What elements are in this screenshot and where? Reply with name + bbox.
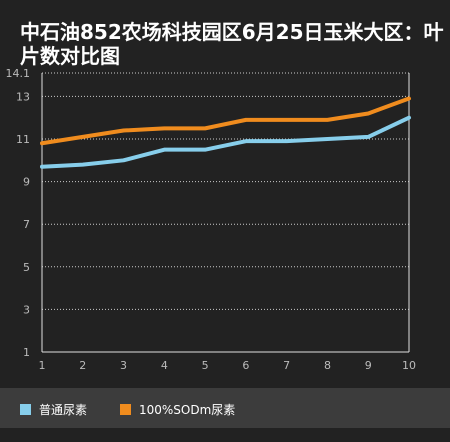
legend-item-series-2[interactable]: 100%SODm尿素 [120, 401, 235, 417]
y-tick-label-6: 13 [16, 90, 30, 103]
chart-title: 中石油852农场科技园区6月25日玉米大区：叶片数对比图 [20, 20, 444, 68]
x-tick-label-7: 8 [324, 359, 331, 372]
x-tick-label-5: 6 [242, 359, 249, 372]
y-tick-label-5: 11 [16, 133, 30, 146]
y-tick-label-4: 9 [23, 176, 30, 189]
x-tick-label-2: 3 [120, 359, 127, 372]
y-tick-label-1: 3 [23, 303, 30, 316]
legend-swatch-series-2 [120, 403, 131, 415]
x-tick-label-4: 5 [202, 359, 209, 372]
x-tick-label-6: 7 [283, 359, 290, 372]
legend-label-series-1: 普通尿素 [39, 402, 88, 417]
grid-layer [42, 72, 409, 310]
legend: 普通尿素 100%SODm尿素 [0, 388, 450, 428]
y-tick-label-2: 5 [23, 261, 30, 274]
y-tick-label-7: 14.1 [6, 67, 31, 80]
legend-swatch-series-1 [20, 403, 31, 415]
x-tick-label-3: 4 [161, 359, 168, 372]
series-line-2 [40, 96, 411, 146]
series-layer [40, 96, 411, 169]
x-tick-label-1: 2 [79, 359, 86, 372]
legend-item-series-1[interactable]: 普通尿素 [20, 401, 87, 417]
y-tick-label-3: 7 [23, 218, 30, 231]
y-tick-label-0: 1 [23, 346, 30, 359]
bottom-strip [0, 428, 450, 442]
x-tick-label-8: 9 [365, 359, 372, 372]
legend-label-series-2: 100%SODm尿素 [139, 402, 236, 417]
x-tick-label-0: 1 [39, 359, 46, 372]
x-tick-label-9: 10 [402, 359, 416, 372]
series-line-1 [40, 115, 411, 169]
